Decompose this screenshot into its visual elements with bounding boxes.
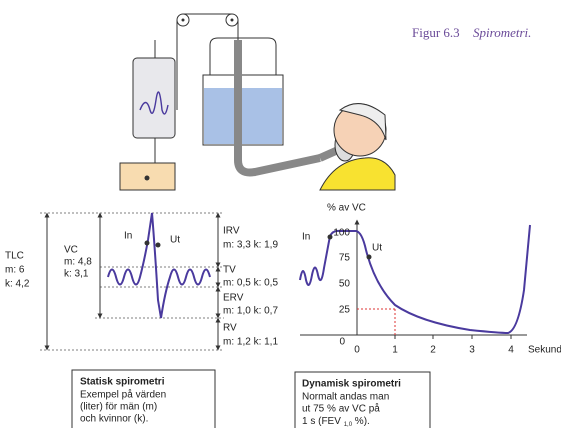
box-text-part: %). xyxy=(352,416,370,427)
volume-name: IRV xyxy=(223,226,240,237)
volume-name: RV xyxy=(223,323,237,334)
box-text: Normalt andas man xyxy=(302,392,389,403)
y-tick-label: 0 xyxy=(339,337,345,348)
y-tick-label: 100 xyxy=(333,228,350,239)
x-tick-label: 3 xyxy=(469,345,475,356)
x-tick-label: 0 xyxy=(354,345,360,356)
out-label: Ut xyxy=(170,235,180,246)
volume-name: TLC xyxy=(5,251,24,262)
volume-name: VC xyxy=(64,245,78,256)
volume-value: k: 4,2 xyxy=(5,279,30,290)
x-tick-label: 1 xyxy=(392,345,398,356)
box-text: (liter) för män (m) xyxy=(80,402,157,413)
x-tick-label: 4 xyxy=(508,345,514,356)
box-text: 1 s (FEV 1,0 %). xyxy=(302,416,370,428)
volume-value: m: 0,5 k: 0,5 xyxy=(223,278,278,289)
figure-title: Spirometri. xyxy=(473,25,531,40)
figure: Figur 6.3 Spirometri. xyxy=(0,0,561,428)
volume-name: ERV xyxy=(223,293,244,304)
y-tick-label: 75 xyxy=(339,253,351,264)
box-text-part: 1 s (FEV xyxy=(302,416,344,427)
in-label: In xyxy=(124,231,132,242)
axis-title: % av VC xyxy=(327,203,366,214)
box-title: Statisk spirometri xyxy=(80,377,165,388)
y-tick-label: 50 xyxy=(339,279,351,290)
box-text: ut 75 % av VC på xyxy=(302,403,380,415)
y-tick-label: 25 xyxy=(339,305,351,316)
x-tick-label: 2 xyxy=(430,345,436,356)
figure-label: Figur 6.3 xyxy=(412,25,460,40)
box-title: Dynamisk spirometri xyxy=(302,379,401,390)
volume-value: k: 3,1 xyxy=(64,269,89,280)
volume-value: m: 1,0 k: 0,7 xyxy=(223,306,278,317)
volume-value: m: 1,2 k: 1,1 xyxy=(223,337,278,348)
box-text: och kvinnor (k). xyxy=(80,414,148,425)
volume-name: TV xyxy=(223,265,236,276)
volume-value: m: 4,8 xyxy=(64,257,92,268)
volume-value: m: 6 xyxy=(5,265,25,276)
volume-value: m: 3,3 k: 1,9 xyxy=(223,240,278,251)
x-axis-unit: Sekund xyxy=(528,345,561,356)
out-label: Ut xyxy=(372,243,382,254)
in-label: In xyxy=(302,232,310,243)
background xyxy=(0,0,561,428)
box-text: Exempel på värden xyxy=(80,389,166,401)
